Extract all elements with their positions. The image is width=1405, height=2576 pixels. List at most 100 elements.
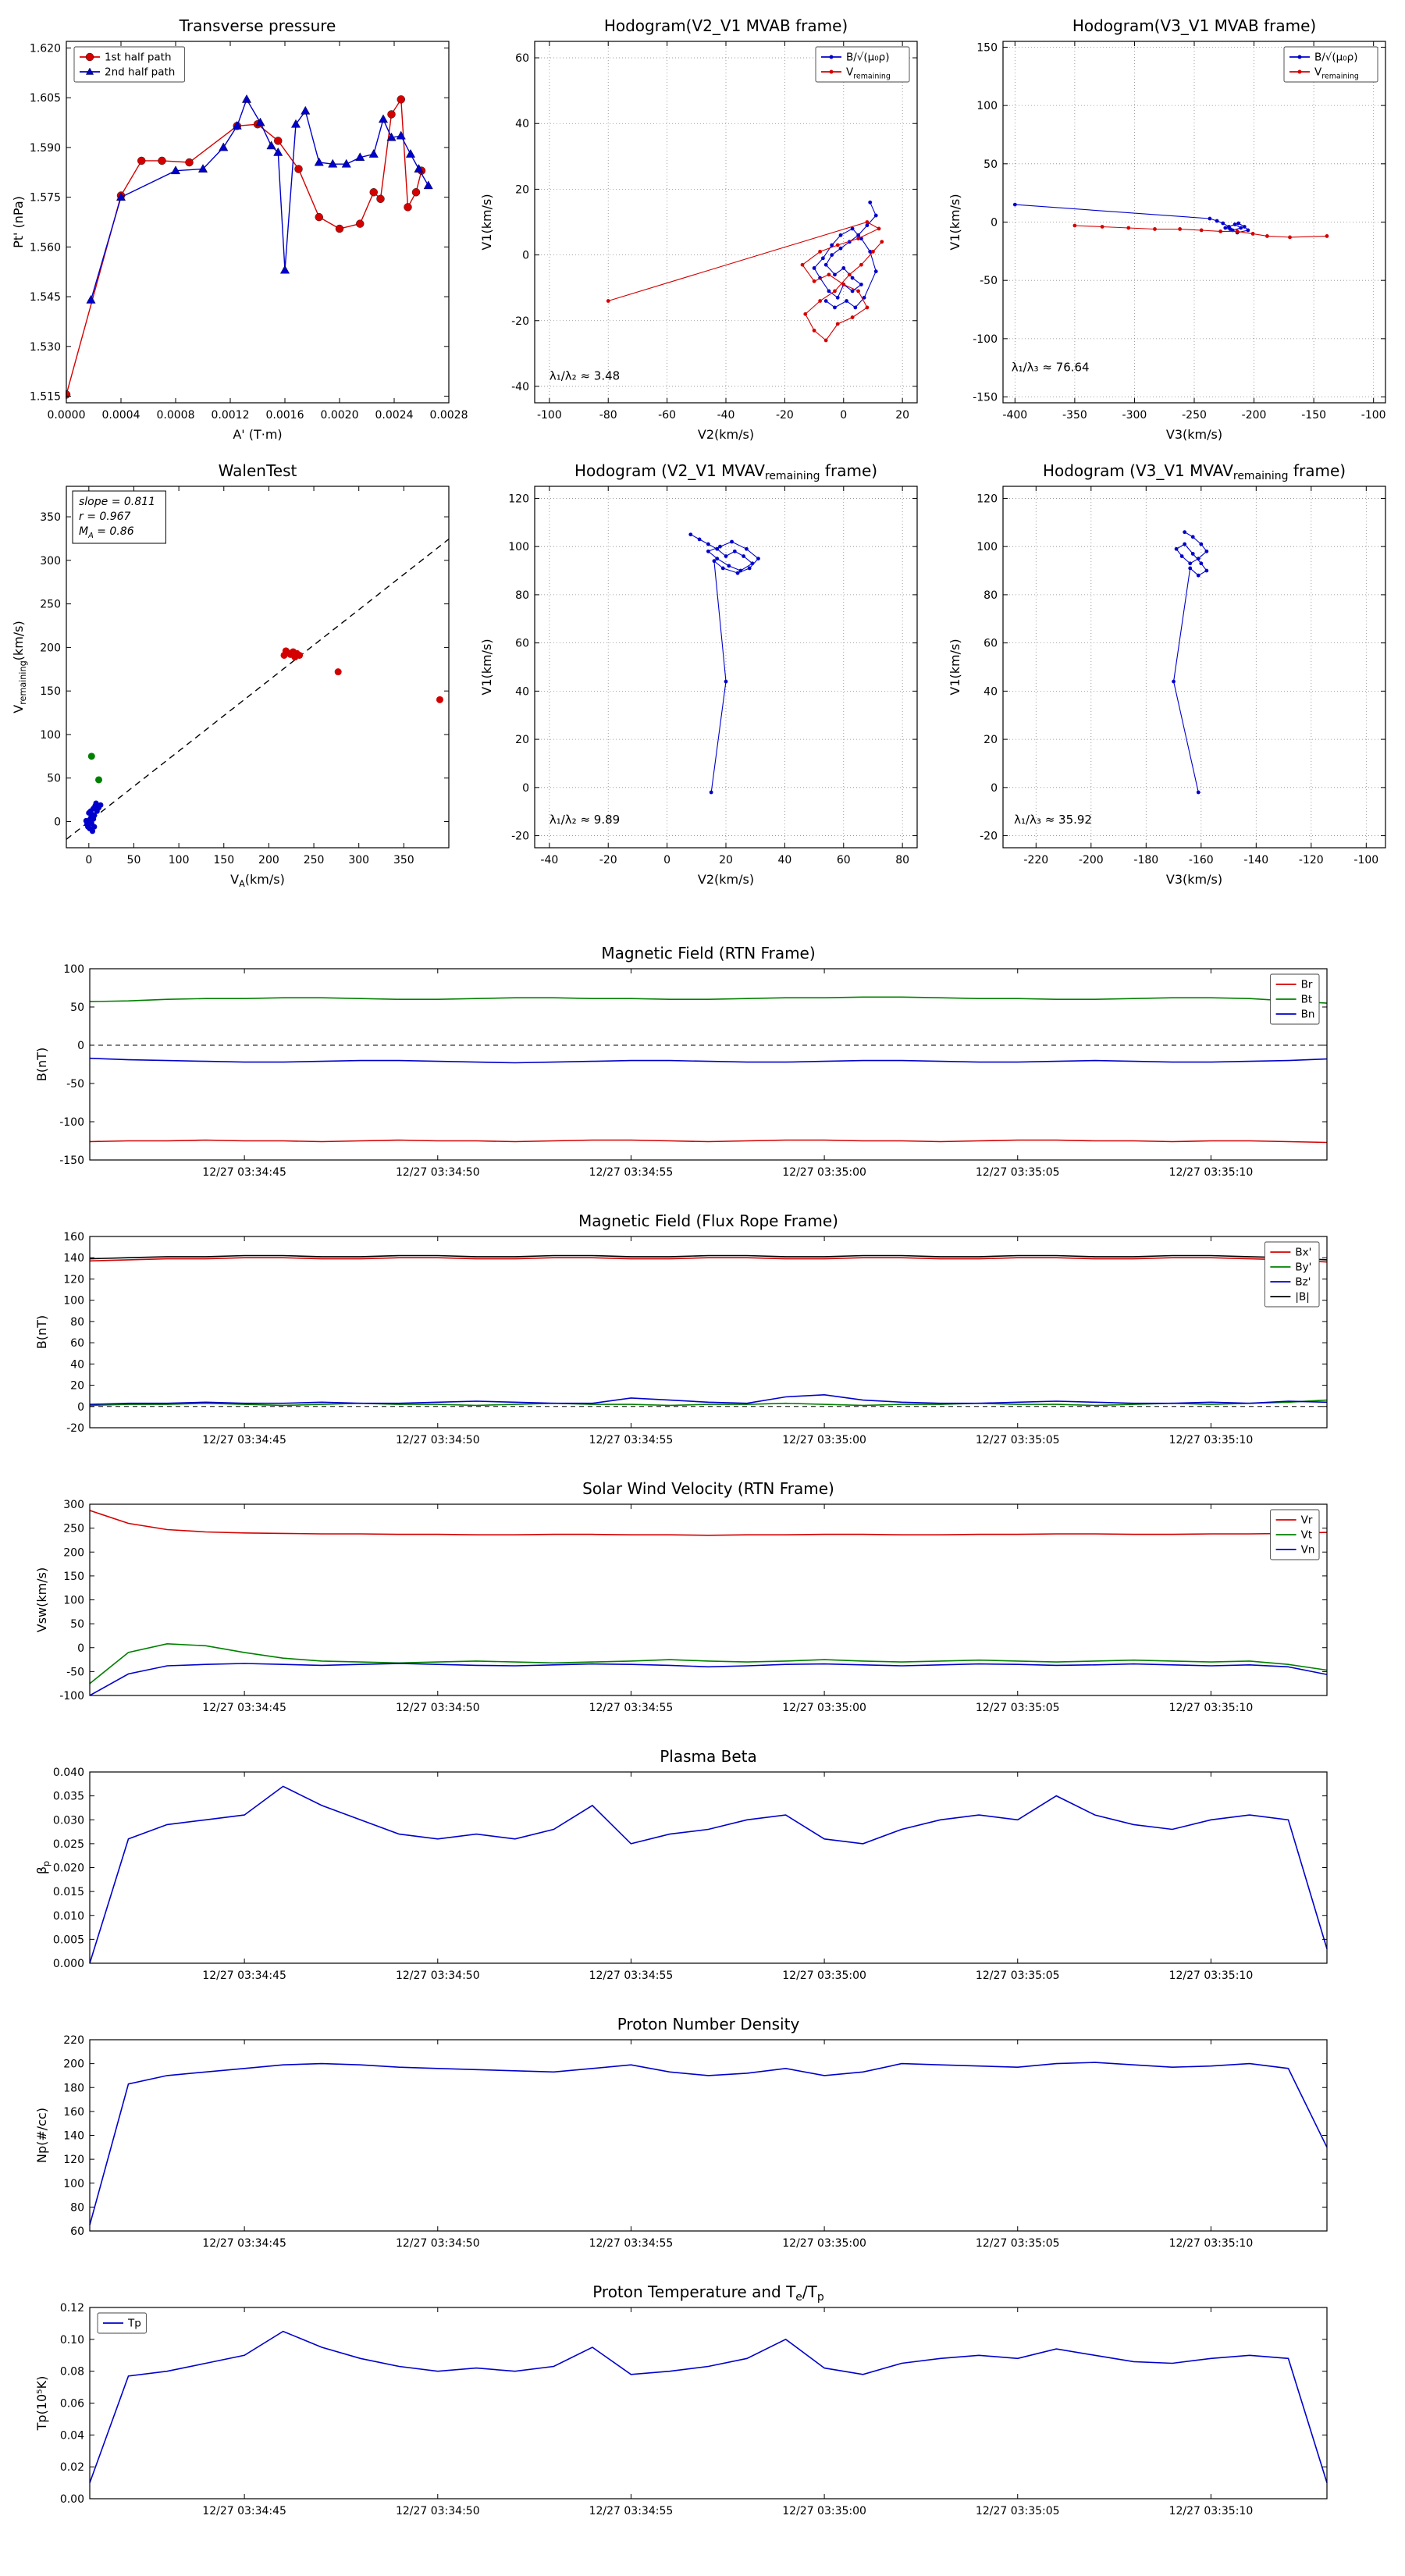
svg-text:Bx': Bx' bbox=[1295, 1247, 1311, 1259]
svg-text:300: 300 bbox=[40, 555, 61, 568]
svg-text:0: 0 bbox=[77, 1401, 84, 1414]
svg-text:12/27 03:35:05: 12/27 03:35:05 bbox=[976, 1702, 1060, 1714]
svg-text:-50: -50 bbox=[66, 1666, 84, 1678]
svg-text:-100: -100 bbox=[973, 333, 998, 346]
svg-text:200: 200 bbox=[40, 642, 61, 654]
svg-text:0: 0 bbox=[54, 817, 61, 829]
svg-text:12/27 03:34:50: 12/27 03:34:50 bbox=[396, 1166, 480, 1179]
svg-text:-100: -100 bbox=[537, 409, 562, 422]
svg-text:0.00: 0.00 bbox=[60, 2493, 84, 2506]
svg-text:12/27 03:34:45: 12/27 03:34:45 bbox=[202, 1434, 286, 1446]
svg-text:120: 120 bbox=[63, 1273, 84, 1286]
svg-text:12/27 03:35:00: 12/27 03:35:00 bbox=[782, 2237, 866, 2250]
svg-text:100: 100 bbox=[169, 854, 190, 866]
svg-text:-300: -300 bbox=[1122, 409, 1147, 422]
svg-text:0.04: 0.04 bbox=[60, 2429, 84, 2442]
svg-text:-40: -40 bbox=[511, 381, 529, 393]
svg-text:140: 140 bbox=[63, 1252, 84, 1265]
svg-text:1.590: 1.590 bbox=[30, 142, 61, 155]
svg-text:150: 150 bbox=[63, 1571, 84, 1583]
svg-text:Hodogram (V2_V1 MVAVremaining: Hodogram (V2_V1 MVAVremaining frame) bbox=[574, 461, 877, 482]
svg-text:-250: -250 bbox=[1182, 409, 1207, 422]
svg-text:-350: -350 bbox=[1062, 409, 1087, 422]
svg-text:-50: -50 bbox=[980, 275, 998, 287]
svg-text:40: 40 bbox=[515, 118, 529, 130]
svg-text:12/27 03:35:10: 12/27 03:35:10 bbox=[1169, 2505, 1254, 2517]
svg-text:100: 100 bbox=[40, 729, 61, 742]
svg-text:-200: -200 bbox=[1242, 409, 1267, 422]
svg-text:-100: -100 bbox=[59, 1690, 84, 1703]
svg-text:1.620: 1.620 bbox=[30, 42, 61, 55]
svg-text:2nd half path: 2nd half path bbox=[105, 66, 175, 79]
svg-text:WalenTest: WalenTest bbox=[219, 461, 297, 480]
svg-text:20: 20 bbox=[515, 734, 529, 746]
svg-text:Hodogram (V3_V1 MVAVremaining: Hodogram (V3_V1 MVAVremaining frame) bbox=[1043, 461, 1346, 482]
svg-text:0.10: 0.10 bbox=[60, 2334, 84, 2347]
svg-text:60: 60 bbox=[70, 2226, 84, 2238]
svg-text:100: 100 bbox=[508, 541, 529, 553]
svg-text:12/27 03:35:10: 12/27 03:35:10 bbox=[1169, 1434, 1254, 1446]
svg-text:160: 160 bbox=[63, 1231, 84, 1244]
svg-text:12/27 03:35:05: 12/27 03:35:05 bbox=[976, 1969, 1060, 1982]
svg-text:-20: -20 bbox=[776, 409, 794, 422]
svg-text:150: 150 bbox=[40, 685, 61, 698]
svg-text:300: 300 bbox=[63, 1499, 84, 1511]
svg-text:-60: -60 bbox=[658, 409, 676, 422]
svg-text:0.02: 0.02 bbox=[60, 2461, 84, 2474]
svg-text:By': By' bbox=[1295, 1261, 1311, 1274]
svg-text:Hodogram(V3_V1 MVAB frame): Hodogram(V3_V1 MVAB frame) bbox=[1072, 16, 1316, 35]
svg-text:B/√(μ₀ρ): B/√(μ₀ρ) bbox=[846, 52, 890, 64]
svg-text:λ₁/λ₂ ≈ 3.48: λ₁/λ₂ ≈ 3.48 bbox=[550, 369, 620, 383]
svg-text:350: 350 bbox=[40, 511, 61, 524]
svg-text:12/27 03:34:50: 12/27 03:34:50 bbox=[396, 1702, 480, 1714]
svg-text:12/27 03:35:10: 12/27 03:35:10 bbox=[1169, 1702, 1254, 1714]
svg-text:100: 100 bbox=[976, 541, 998, 553]
svg-text:V1(km/s): V1(km/s) bbox=[479, 639, 494, 695]
svg-text:60: 60 bbox=[70, 1337, 84, 1350]
svg-text:-20: -20 bbox=[511, 831, 529, 843]
svg-text:12/27 03:34:45: 12/27 03:34:45 bbox=[202, 2505, 286, 2517]
chart-magnetic-field-flux-rope: 12/27 03:34:45 12/27 03:34:50 12/27 03:34:… bbox=[34, 1212, 1328, 1446]
svg-text:12/27 03:34:50: 12/27 03:34:50 bbox=[396, 2237, 480, 2250]
svg-text:Vn: Vn bbox=[1301, 1544, 1315, 1557]
svg-text:0: 0 bbox=[991, 217, 998, 229]
svg-text:V2(km/s): V2(km/s) bbox=[698, 427, 754, 442]
svg-text:0.010: 0.010 bbox=[53, 1910, 84, 1923]
svg-text:50: 50 bbox=[127, 854, 141, 866]
svg-text:12/27 03:34:55: 12/27 03:34:55 bbox=[589, 1166, 674, 1179]
chart-hodogram-v2v1-mvav: -40 -20 0 20 40 60 80 -20 0 20 40 60 80 100 120 Hodogra… bbox=[479, 461, 918, 887]
chart-plasma-beta: 12/27 03:34:45 12/27 03:34:50 12/27 03:34:… bbox=[34, 1747, 1328, 1982]
svg-text:0: 0 bbox=[77, 1040, 84, 1052]
svg-text:B(nT): B(nT) bbox=[34, 1315, 49, 1349]
svg-text:12/27 03:34:55: 12/27 03:34:55 bbox=[589, 2505, 674, 2517]
svg-text:Bn: Bn bbox=[1301, 1009, 1315, 1021]
svg-text:0: 0 bbox=[522, 250, 529, 262]
svg-text:12/27 03:35:05: 12/27 03:35:05 bbox=[976, 1434, 1060, 1446]
svg-text:40: 40 bbox=[70, 1358, 84, 1371]
svg-text:Vsw(km/s): Vsw(km/s) bbox=[34, 1567, 49, 1632]
time-series-stack: 12/27 03:34:45 12/27 03:34:50 12/27 03:34:… bbox=[0, 939, 1405, 2539]
svg-text:60: 60 bbox=[515, 638, 529, 650]
svg-text:80: 80 bbox=[515, 589, 529, 602]
svg-text:Magnetic Field (Flux Rope Fram: Magnetic Field (Flux Rope Frame) bbox=[578, 1212, 838, 1230]
svg-text:12/27 03:34:55: 12/27 03:34:55 bbox=[589, 1434, 674, 1446]
svg-text:Np(#/cc): Np(#/cc) bbox=[34, 2108, 49, 2163]
svg-text:100: 100 bbox=[63, 1295, 84, 1308]
svg-text:V3(km/s): V3(km/s) bbox=[1166, 427, 1222, 442]
chart-walen-test: 0 50 100 150 200 250 300 350 0 50 100 150 200 250 300 3… bbox=[11, 461, 450, 889]
svg-text:-50: -50 bbox=[66, 1078, 84, 1091]
svg-text:0.0004: 0.0004 bbox=[102, 409, 140, 422]
svg-text:V1(km/s): V1(km/s) bbox=[948, 194, 962, 250]
svg-text:0: 0 bbox=[840, 409, 847, 422]
svg-text:12/27 03:34:50: 12/27 03:34:50 bbox=[396, 1969, 480, 1982]
svg-text:200: 200 bbox=[63, 2058, 84, 2071]
svg-text:0: 0 bbox=[991, 782, 998, 795]
svg-text:12/27 03:34:55: 12/27 03:34:55 bbox=[589, 1969, 674, 1982]
svg-text:-100: -100 bbox=[1361, 409, 1386, 422]
svg-text:-20: -20 bbox=[511, 315, 529, 328]
svg-text:A' (T·m): A' (T·m) bbox=[233, 427, 282, 442]
svg-text:|B|: |B| bbox=[1295, 1291, 1309, 1304]
svg-text:βp: βp bbox=[34, 1861, 52, 1874]
svg-text:Tp: Tp bbox=[127, 2318, 141, 2330]
svg-text:0: 0 bbox=[522, 782, 529, 795]
